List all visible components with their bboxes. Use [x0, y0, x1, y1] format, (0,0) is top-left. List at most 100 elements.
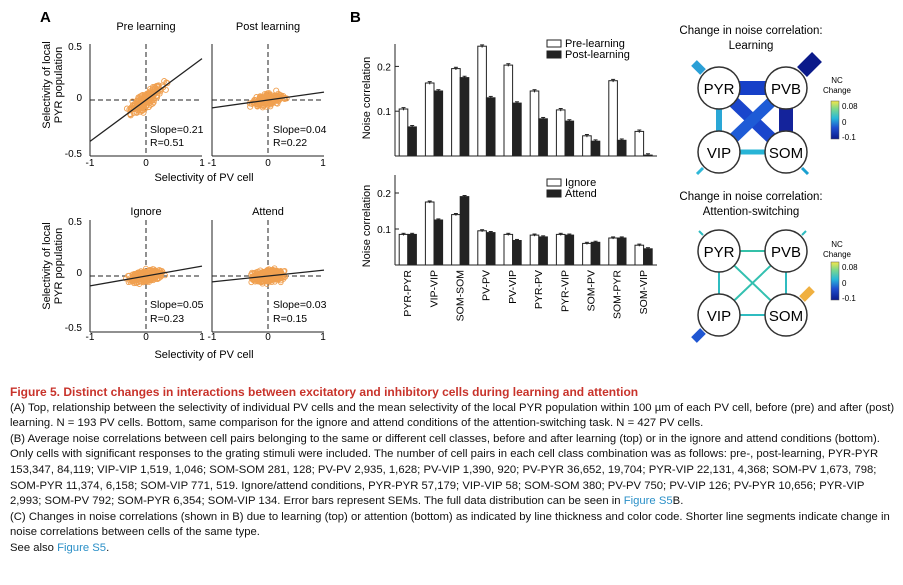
bar-a	[398, 233, 409, 266]
scatter-point	[154, 82, 161, 90]
legend-swatch	[546, 50, 562, 59]
bar-a	[582, 135, 592, 157]
category-label: PV-PV	[481, 270, 493, 301]
category-label: PYR-PYR	[402, 270, 414, 317]
bar-a	[529, 234, 540, 266]
node2-pyr: PYR	[697, 229, 741, 273]
svg-text:SOM: SOM	[769, 308, 803, 325]
regression-line	[211, 91, 325, 109]
self2-pyr	[698, 230, 704, 236]
bar-b	[616, 139, 627, 157]
svg-text:SOM: SOM	[769, 145, 803, 162]
self-pyr	[691, 60, 706, 75]
bar-b	[512, 240, 522, 266]
bar-b	[433, 219, 444, 266]
scatter-point	[254, 99, 261, 106]
xtick-ignore-mid: 0	[143, 332, 149, 343]
panel-a: A Selectivity of local PYR population Se…	[40, 9, 327, 361]
bar-b	[459, 196, 470, 266]
panel-b-label: B	[350, 9, 361, 26]
see-also-link[interactable]: Figure S5	[57, 541, 107, 554]
stat-r-post: R=0.22	[273, 137, 307, 149]
bar-b	[459, 77, 470, 157]
scatter-point	[254, 103, 261, 110]
scatter-point	[269, 94, 276, 101]
cb-bottom-min: -0.1	[842, 294, 856, 303]
scatter-point	[136, 281, 143, 287]
xtick-pre-mid: 0	[143, 158, 149, 169]
scatter-point	[126, 277, 133, 284]
scatter-point	[266, 271, 273, 278]
ytick-bottom-neg05: -0.5	[65, 323, 83, 334]
svg-text:PVB: PVB	[771, 81, 801, 98]
bar-ytick-label: 0.2	[377, 189, 391, 200]
panel-a-xlabel-bottom: Selectivity of PV cell	[154, 349, 253, 361]
stat-slope-post: Slope=0.04	[273, 124, 327, 136]
category-label: PYR-VIP	[559, 270, 571, 312]
scatter-point	[145, 268, 152, 274]
node2-som: SOM	[764, 293, 808, 337]
ytick-bottom-05: 0.5	[68, 217, 82, 228]
bar-a	[634, 244, 645, 266]
cb-bottom-zero: 0	[842, 279, 847, 288]
caption-b: (B) Average noise correlations between c…	[10, 432, 895, 510]
svg-text:PYR: PYR	[704, 81, 735, 98]
bar-b	[512, 102, 522, 157]
bar-b	[407, 233, 417, 266]
ytick-top-05: 0.5	[68, 42, 82, 53]
bar-a	[424, 82, 435, 157]
caption-c: (C) Changes in noise correlations (shown…	[10, 510, 890, 539]
self-som	[800, 166, 810, 176]
scatter-point	[147, 101, 154, 108]
caption-a: (A) Top, relationship between the select…	[10, 401, 895, 430]
xtick-ignore-left: -1	[86, 332, 95, 343]
scatter-point	[264, 90, 271, 97]
legend-label: Pre-learning	[565, 38, 625, 50]
bar-a	[503, 233, 514, 266]
bar-a	[555, 109, 566, 157]
bar-a	[608, 237, 618, 266]
stat-slope-pre: Slope=0.21	[150, 124, 204, 136]
svg-text:VIP: VIP	[707, 145, 731, 162]
scatter-point	[253, 94, 260, 101]
scatter-point	[144, 271, 150, 278]
see-also-text: See also	[10, 541, 54, 554]
stat-slope-attend: Slope=0.03	[273, 299, 327, 311]
xtick-attend-mid: 0	[265, 332, 271, 343]
bar-ytick-label: 0.1	[377, 225, 391, 236]
panel-a-ylabel-bottom-1: Selectivity of local	[41, 222, 53, 309]
caption-b-link[interactable]: Figure S5	[623, 495, 673, 508]
bar-b	[643, 248, 653, 266]
legend-swatch	[546, 39, 562, 48]
legend-swatch	[546, 178, 562, 187]
bar-a	[608, 80, 618, 157]
bar-a	[555, 233, 566, 266]
bar-b	[538, 236, 548, 266]
subplot-title-post: Post learning	[236, 21, 300, 33]
panel-a-ylabel-top-1: Selectivity of local	[41, 41, 53, 128]
scatter-point	[275, 277, 282, 283]
caption-b-text: (B) Average noise correlations between c…	[10, 432, 880, 508]
c-bottom-title-2: Attention-switching	[703, 206, 800, 218]
bar-a	[477, 230, 487, 266]
bar-a	[424, 201, 435, 266]
scatter-point	[139, 269, 145, 276]
node-pyr: PYR	[697, 66, 741, 110]
cb-bottom-title-2: Change	[823, 250, 852, 259]
self2-vip	[691, 328, 706, 343]
legend-label: Post-learning	[565, 49, 630, 61]
caption-see-also: See also Figure S5.	[10, 541, 895, 557]
scatter-post	[211, 44, 325, 157]
scatter-point	[146, 94, 153, 102]
panel-a-label: A	[40, 9, 51, 26]
bar-a	[582, 242, 592, 266]
scatter-point	[143, 103, 150, 110]
network-attention: PYR PVB VIP SOM	[691, 229, 815, 343]
scatter-pre	[89, 44, 203, 157]
bar-ytick-label: 0.1	[377, 107, 391, 118]
bar-ytick-label: 0.2	[377, 62, 391, 73]
scatter-point	[131, 278, 137, 285]
category-label: SOM-VIP	[638, 270, 650, 314]
cb-top-title-2: Change	[823, 86, 852, 95]
scatter-point	[139, 99, 146, 106]
